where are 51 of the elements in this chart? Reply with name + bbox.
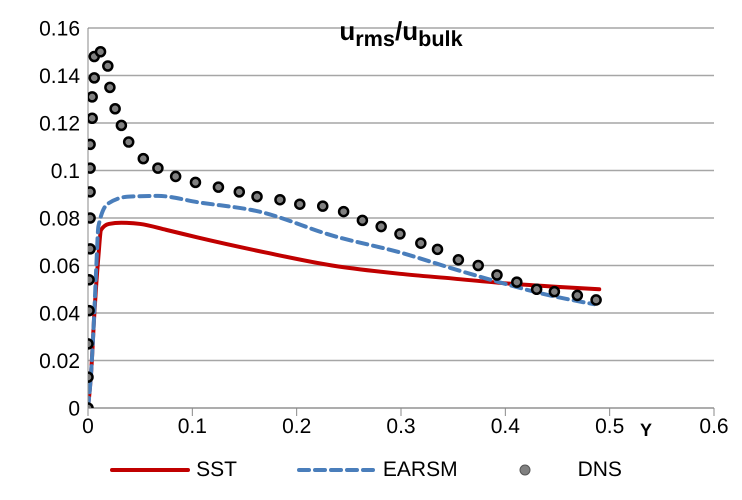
point [170, 170, 182, 182]
point [109, 102, 121, 115]
point [234, 186, 246, 198]
legend-label: DNS [578, 458, 622, 482]
y-tick-label: 0 [68, 397, 80, 420]
legend-label: SST [196, 458, 237, 482]
point [530, 283, 542, 296]
point [190, 176, 202, 188]
point [294, 198, 306, 210]
point [212, 181, 224, 193]
point [104, 82, 116, 94]
point [316, 200, 329, 212]
point [94, 46, 106, 58]
x-tick-label: 0.2 [282, 414, 312, 438]
x-tick-label: 0.6 [699, 414, 729, 438]
point [415, 237, 427, 249]
point [138, 152, 150, 164]
point [491, 269, 503, 281]
point [356, 214, 368, 226]
y-tick-label: 0.16 [39, 17, 80, 40]
x-axis-title: Y [640, 420, 652, 440]
point [102, 60, 114, 72]
point [548, 286, 560, 298]
point [452, 254, 464, 266]
x-tick-label: 0.1 [178, 414, 207, 438]
point [590, 294, 602, 306]
point [152, 162, 164, 174]
y-tick-label: 0.02 [39, 350, 80, 373]
point [88, 72, 100, 84]
point [251, 190, 263, 202]
x-tick-label: 0.3 [386, 414, 416, 438]
y-tick-label: 0.08 [39, 207, 80, 230]
point [274, 194, 286, 206]
chart-title: u$_{rms}$/u$_{bulk}$ [338, 16, 464, 52]
y-tick-label: 0.14 [39, 64, 80, 88]
y-tick-label: 0.1 [50, 160, 80, 183]
y-tick-label: 0.04 [39, 302, 80, 326]
point [432, 244, 444, 256]
point [572, 290, 584, 302]
point [511, 276, 523, 288]
point [116, 120, 128, 132]
y-tick-label: 0.12 [39, 112, 80, 136]
point [375, 220, 387, 232]
legend-label: EARSM [382, 458, 458, 482]
x-tick-label: 0.4 [490, 414, 520, 438]
point [122, 136, 134, 148]
point [394, 228, 406, 240]
point [338, 206, 350, 218]
x-tick-label: 0.5 [595, 414, 624, 438]
point [472, 260, 484, 272]
y-tick-label: 0.06 [39, 254, 80, 278]
